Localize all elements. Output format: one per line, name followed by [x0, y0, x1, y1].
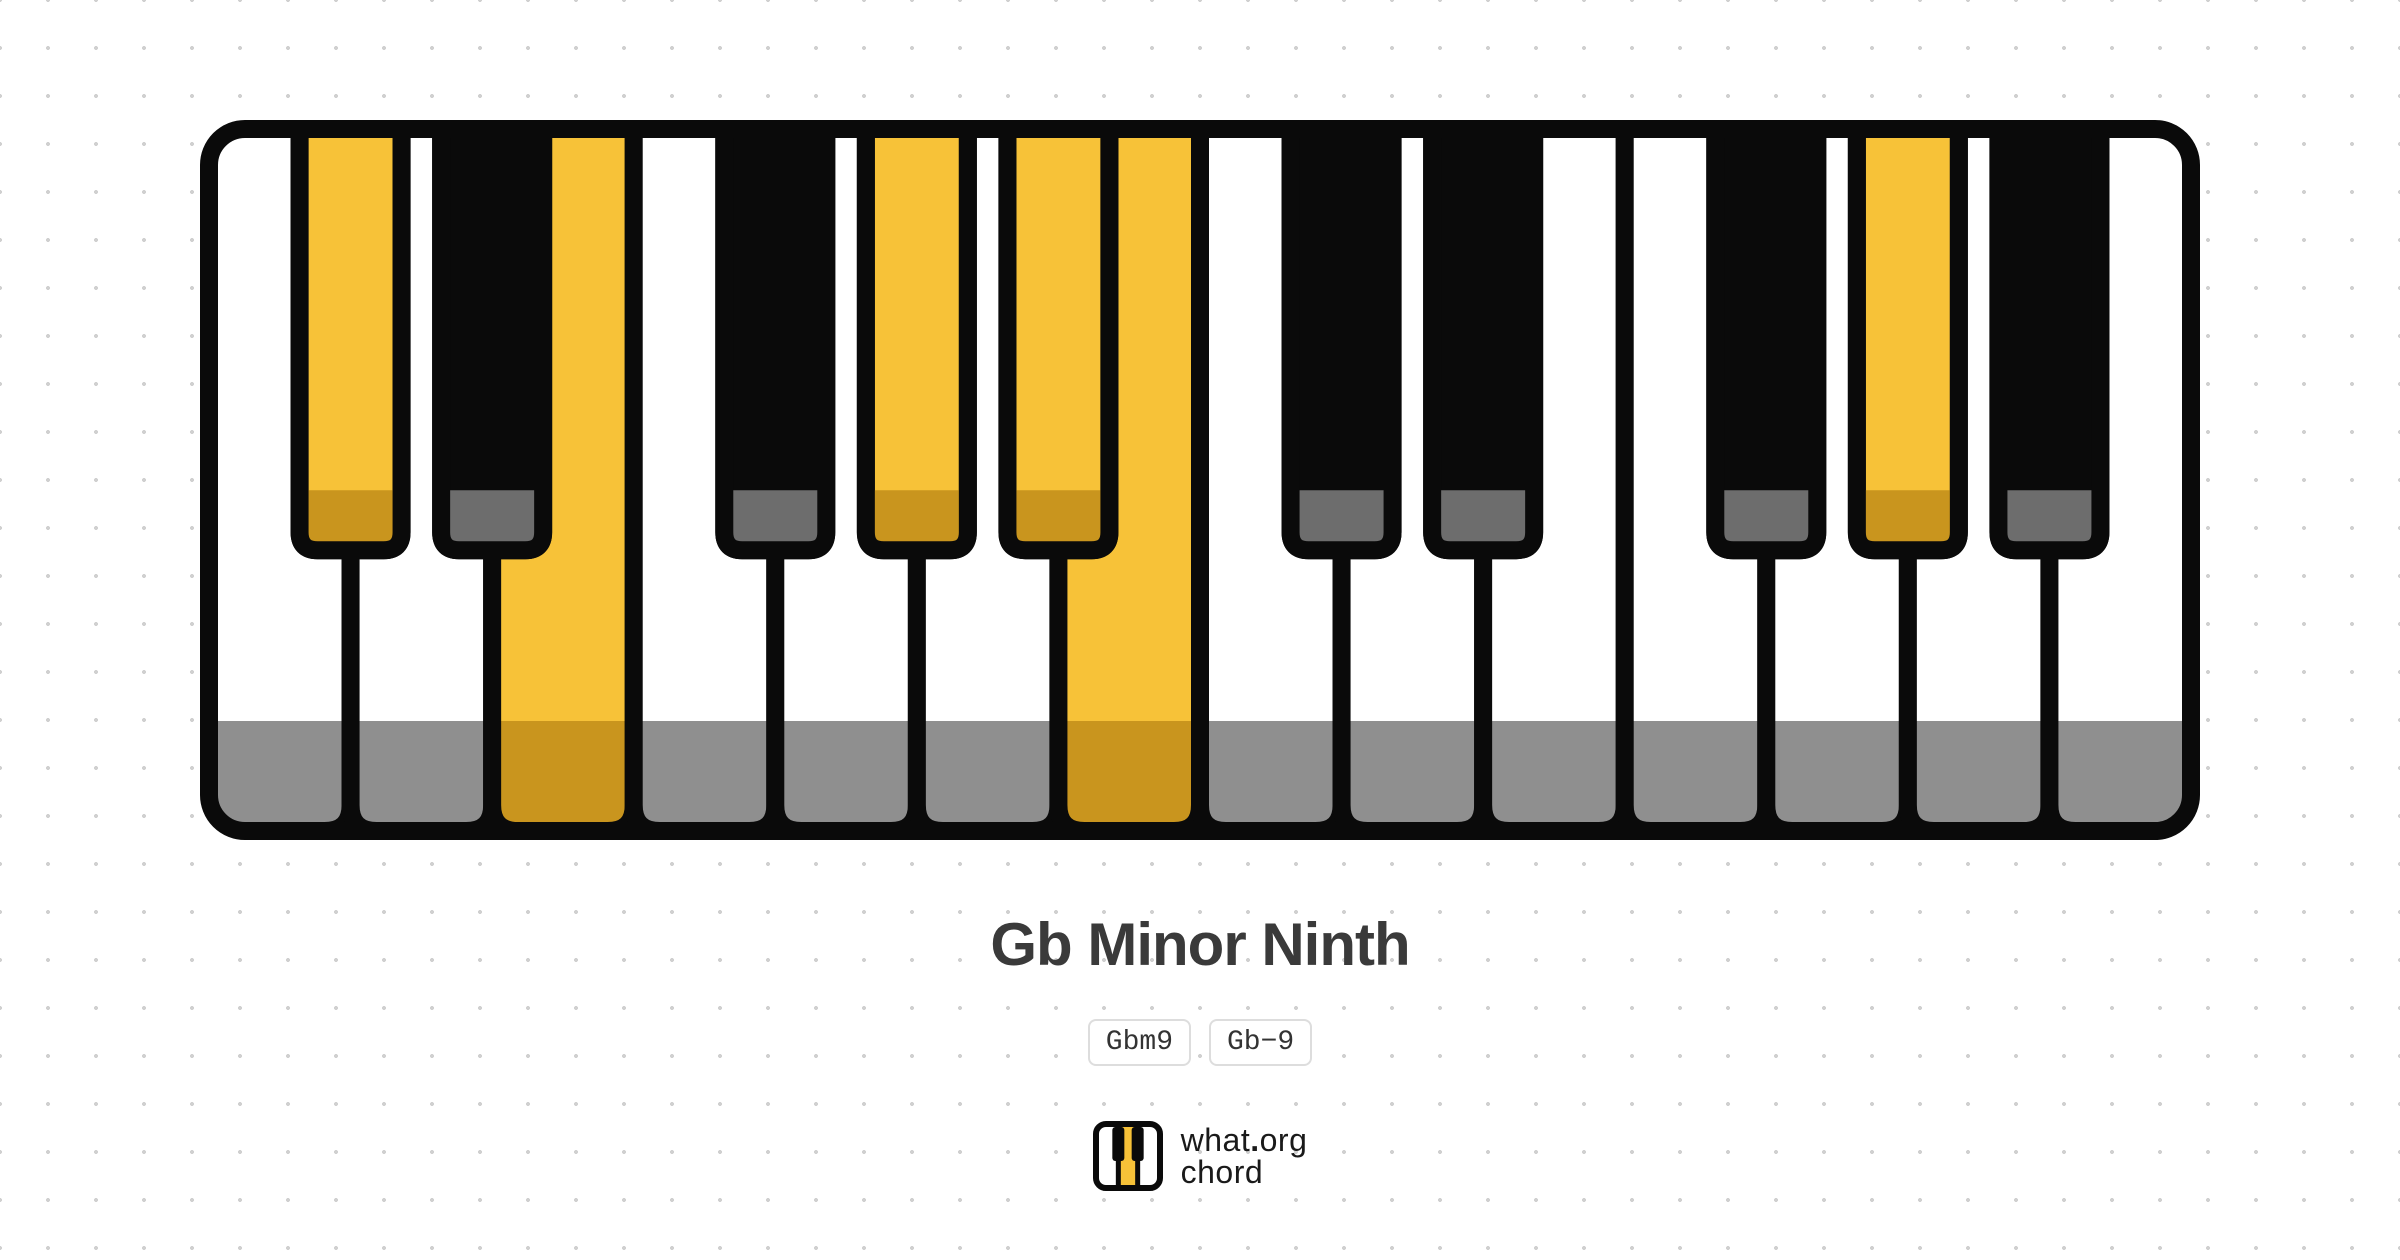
chord-symbol-badges: Gbm9 Gb−9 [1088, 1019, 1312, 1066]
logo-dot: . [1250, 1122, 1259, 1158]
logo-word-what: what [1181, 1122, 1251, 1158]
chord-symbol-badge: Gbm9 [1088, 1019, 1191, 1066]
site-logo: what.org chord [1093, 1121, 1308, 1191]
chord-title: Gb Minor Ninth [990, 910, 1409, 979]
piano-logo-icon [1093, 1121, 1163, 1191]
chord-symbol-badge: Gb−9 [1209, 1019, 1312, 1066]
logo-line-2: chord [1181, 1156, 1308, 1188]
piano-keyboard-diagram [200, 120, 2200, 840]
logo-word-org: org [1260, 1122, 1308, 1158]
logo-line-1: what.org [1181, 1124, 1308, 1156]
logo-text: what.org chord [1181, 1124, 1308, 1188]
